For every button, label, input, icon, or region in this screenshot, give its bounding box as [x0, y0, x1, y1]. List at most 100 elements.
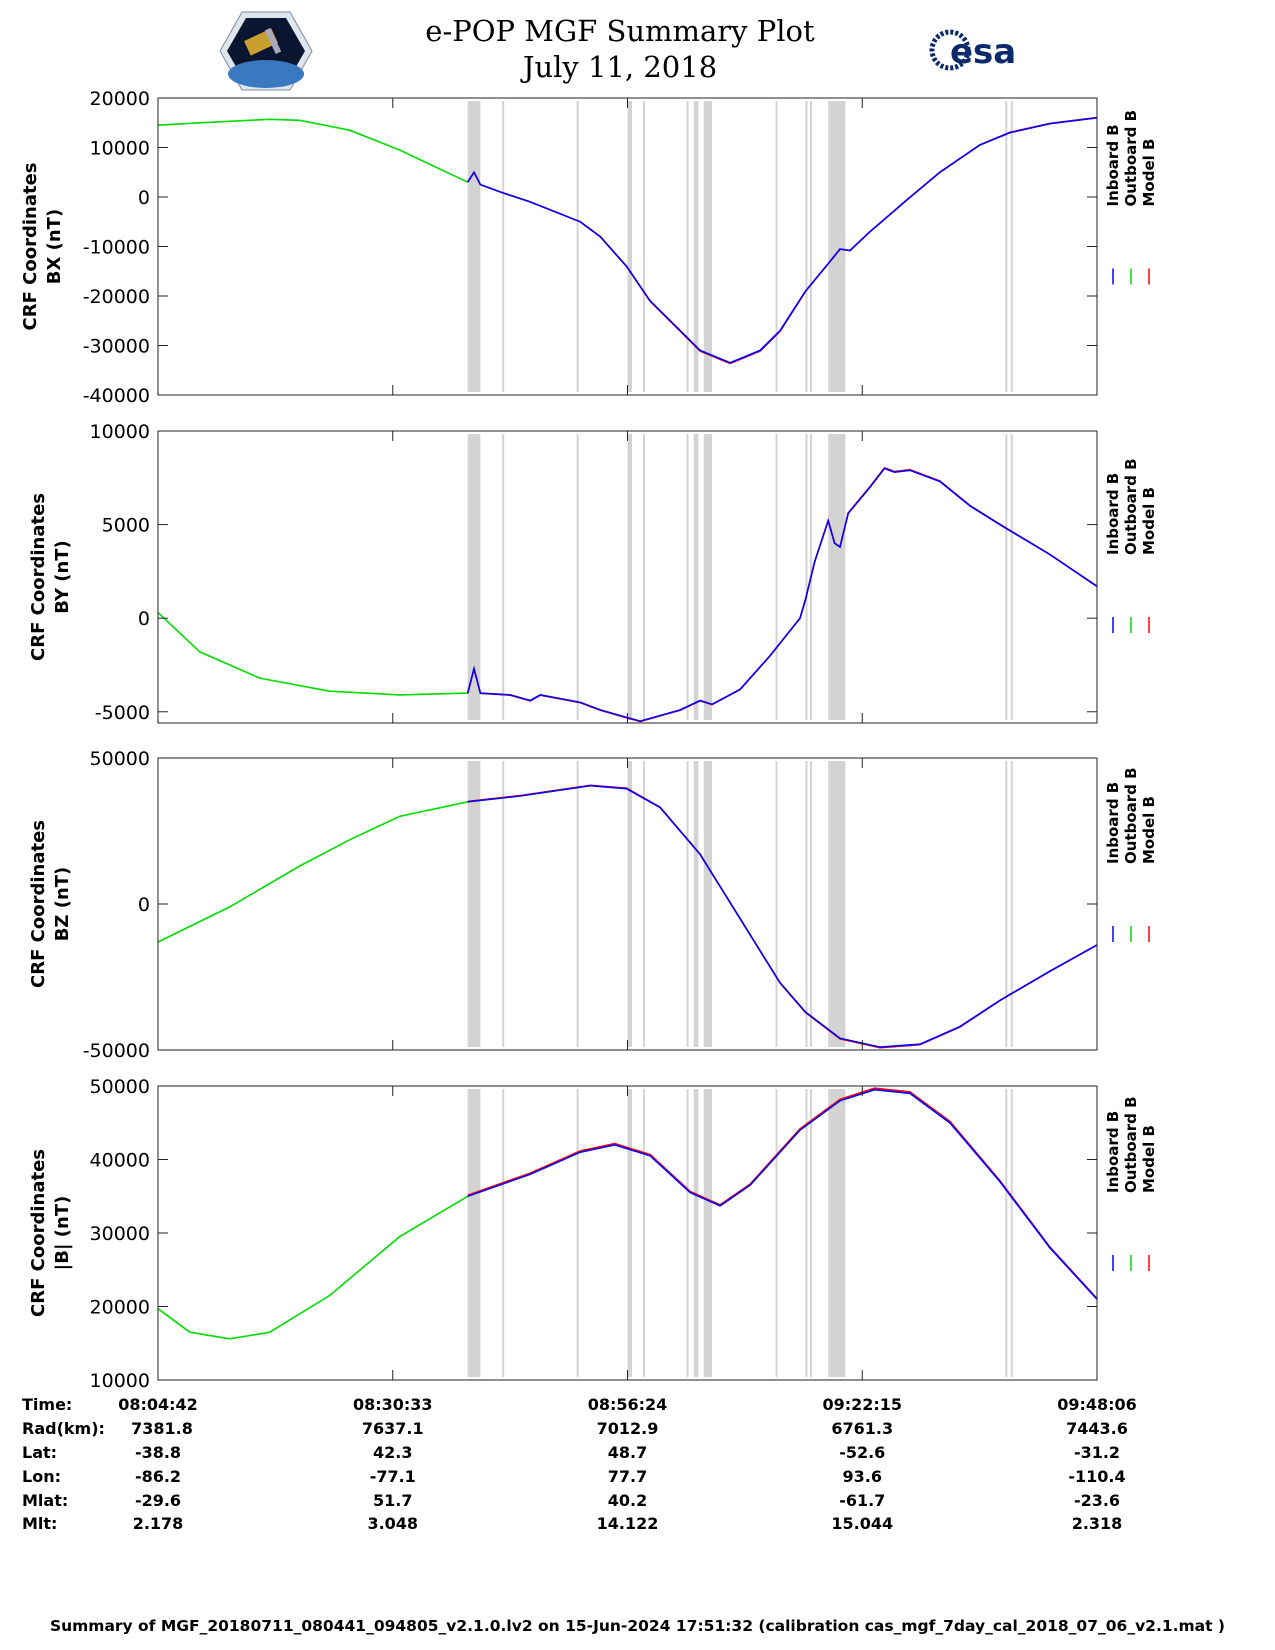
data-gap-band — [627, 101, 633, 392]
table-cell: 6761.3 — [831, 1419, 894, 1438]
data-gap-band — [467, 101, 481, 392]
y-axis-label-line2: BY (nT) — [52, 540, 73, 614]
data-gap-band — [467, 761, 481, 1047]
data-gap-band — [703, 1089, 712, 1377]
table-cell: 14.122 — [596, 1514, 659, 1533]
data-gap-band — [703, 761, 712, 1047]
y-tick-label: 20000 — [90, 1297, 150, 1319]
y-tick-label: 40000 — [90, 1150, 150, 1172]
model-b-line — [466, 466, 1098, 723]
y-tick-label: 30000 — [90, 1223, 150, 1245]
row-label: Mlt: — [22, 1514, 58, 1533]
y-axis-label-line1: CRF Coordinates — [20, 163, 41, 331]
panel-3: 50000 0 -50000 CRF Coordinates BZ (nT) Inboar… — [28, 748, 1158, 1062]
data-gap-band — [828, 101, 846, 392]
data-gap-band — [627, 434, 633, 720]
data-gap-band — [502, 101, 505, 392]
y-axis-label-line1: CRF Coordinates — [28, 1149, 49, 1317]
legend-label: Inboard B — [1104, 782, 1122, 864]
table-cell: 15.044 — [831, 1514, 894, 1533]
legend-label: Inboard B — [1104, 124, 1122, 206]
table-cell: 48.7 — [607, 1443, 648, 1462]
row-label: Lon: — [22, 1467, 61, 1486]
table-cell: 08:56:24 — [587, 1395, 668, 1414]
data-gap-band — [1010, 761, 1013, 1047]
data-gap-band — [775, 1089, 778, 1377]
data-gap-band — [693, 1089, 699, 1377]
model-b-line — [467, 1087, 1098, 1300]
data-gap-band — [805, 434, 808, 720]
table-cell: 51.7 — [373, 1491, 413, 1510]
data-gap-band — [642, 761, 645, 1047]
data-gap-band — [1005, 434, 1008, 720]
table-cell: 7443.6 — [1066, 1419, 1128, 1438]
table-cell: 40.2 — [607, 1491, 648, 1510]
table-cell: -52.6 — [839, 1443, 886, 1462]
legend-label: Model B — [1140, 1125, 1158, 1193]
y-tick-label: -50000 — [83, 1040, 150, 1062]
outboard-b-line — [157, 1195, 469, 1340]
table-cell: -29.6 — [134, 1491, 182, 1510]
data-gap-band — [775, 434, 778, 720]
data-gap-band — [627, 761, 633, 1047]
inboard-b-line — [467, 117, 1098, 364]
data-gap-band — [1010, 434, 1013, 720]
row-label: Mlat: — [22, 1491, 69, 1510]
table-cell: -38.8 — [134, 1443, 182, 1462]
model-b-line — [467, 784, 1098, 1049]
y-axis-label-line1: CRF Coordinates — [28, 493, 49, 661]
table-cell: -110.4 — [1068, 1467, 1126, 1486]
data-gap-band — [828, 1089, 846, 1377]
y-axis-label-line1: CRF Coordinates — [28, 820, 49, 988]
legend-label: Model B — [1140, 796, 1158, 864]
plot-date: July 11, 2018 — [522, 50, 718, 84]
table-cell: -77.1 — [369, 1467, 416, 1486]
table-cell: 7012.9 — [596, 1419, 659, 1438]
table-cell: 2.178 — [132, 1514, 184, 1533]
data-gap-band — [642, 101, 645, 392]
cassiope-logo — [219, 11, 313, 91]
y-axis-label-line2: BX (nT) — [44, 209, 65, 284]
outboard-b-line — [157, 118, 469, 183]
data-gap-band — [810, 1089, 813, 1377]
legend-label: Outboard B — [1122, 458, 1140, 555]
outboard-b-line — [157, 612, 468, 696]
y-tick-label: 50000 — [90, 748, 150, 770]
data-gap-band — [467, 1089, 481, 1377]
legend-label: Outboard B — [1122, 767, 1140, 864]
data-gap-band — [502, 434, 505, 720]
data-gap-band — [1010, 101, 1013, 392]
data-gap-band — [576, 101, 579, 392]
footer-summary: Summary of MGF_20180711_080441_094805_v2… — [49, 1617, 1226, 1635]
data-gap-band — [576, 1089, 579, 1377]
y-tick-label: 10000 — [90, 421, 150, 443]
table-cell: 08:04:42 — [118, 1395, 198, 1414]
table-cell: 2.318 — [1071, 1514, 1123, 1533]
y-axis-label-line2: |B| (nT) — [52, 1196, 73, 1271]
y-tick-label: 20000 — [90, 88, 150, 110]
data-gap-band — [642, 434, 645, 720]
table-cell: 42.3 — [373, 1443, 413, 1462]
y-tick-label: -40000 — [83, 385, 150, 407]
inboard-b-line — [466, 467, 1098, 722]
row-label: Rad(km): — [22, 1419, 105, 1438]
data-gap-band — [576, 434, 579, 720]
data-gap-band — [1005, 1089, 1008, 1377]
y-tick-label: -5000 — [95, 702, 150, 724]
data-gap-band — [686, 434, 689, 720]
legend-label: Model B — [1140, 487, 1158, 555]
table-cell: 77.7 — [607, 1467, 648, 1486]
table-cell: -86.2 — [134, 1467, 182, 1486]
data-gap-band — [1010, 1089, 1013, 1377]
table-cell: 09:22:15 — [822, 1395, 903, 1414]
data-gap-band — [703, 101, 712, 392]
table-cell: -61.7 — [839, 1491, 886, 1510]
legend-label: Outboard B — [1122, 1096, 1140, 1193]
panel-1: 20000 10000 0 -10000 -20000 -30000 -40000 CRF C… — [20, 88, 1158, 407]
panel-2: 10000 5000 0 -5000 CRF Coordinates BY (nT) Inb… — [28, 421, 1158, 724]
y-tick-label: 50000 — [90, 1076, 150, 1098]
y-tick-label: 0 — [138, 894, 150, 916]
data-gap-band — [502, 761, 505, 1047]
data-gap-band — [502, 1089, 505, 1377]
